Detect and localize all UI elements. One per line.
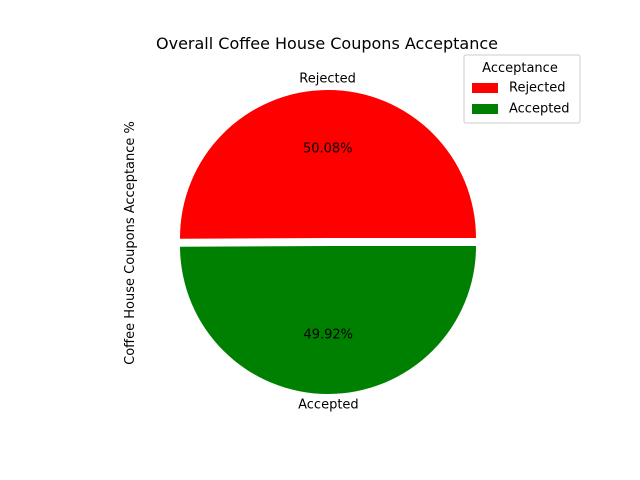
legend-title: Acceptance bbox=[482, 61, 558, 76]
legend-swatch-rejected bbox=[472, 83, 498, 93]
legend-entries: Rejected Accepted bbox=[472, 81, 570, 117]
slice-label-accepted: Accepted bbox=[298, 397, 359, 412]
chart-title: Overall Coffee House Coupons Acceptance bbox=[156, 34, 498, 53]
y-axis-label: Coffee House Coupons Acceptance % bbox=[123, 121, 138, 365]
legend-label-accepted: Accepted bbox=[509, 102, 570, 117]
legend-label-rejected: Rejected bbox=[509, 81, 566, 96]
pie-slice-labels: 50.08% Rejected 49.92% Accepted bbox=[298, 72, 359, 413]
legend-swatch-accepted bbox=[472, 104, 498, 114]
pie-slice-rejected bbox=[179, 90, 476, 239]
pie-slice-accepted bbox=[180, 245, 477, 394]
percent-label-rejected: 50.08% bbox=[303, 142, 353, 157]
slice-label-rejected: Rejected bbox=[299, 72, 356, 87]
percent-label-accepted: 49.92% bbox=[303, 327, 353, 342]
pie-slices bbox=[179, 90, 477, 394]
legend: Acceptance Rejected Accepted bbox=[463, 54, 581, 124]
